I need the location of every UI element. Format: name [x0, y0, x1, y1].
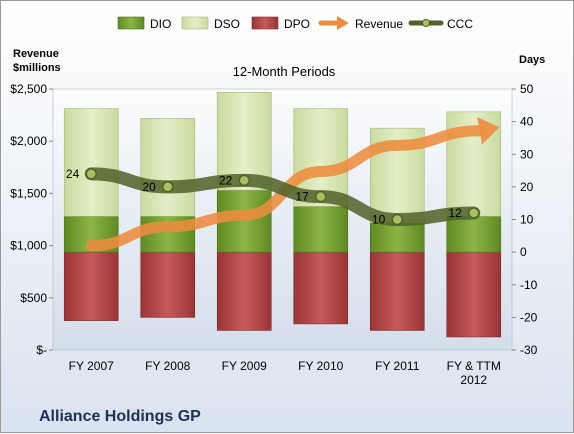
legend-dso-label: DSO	[214, 17, 240, 31]
dpo-bar	[446, 251, 502, 338]
category-label: FY 2011	[375, 359, 420, 373]
right-axis-tick-label: -10	[520, 278, 538, 292]
category-label: FY 2010	[298, 359, 343, 373]
dio-bar	[446, 215, 502, 253]
dso-bar	[63, 108, 119, 217]
right-axis-tick-label: 20	[520, 180, 534, 194]
right-axis-tick-label: 30	[520, 147, 534, 161]
ccc-data-label: 17	[295, 190, 309, 204]
legend-dso-swatch	[181, 16, 209, 30]
dpo-bar	[63, 251, 119, 321]
left-axis-tick-label: $500	[20, 291, 47, 305]
ccc-data-label: 24	[66, 167, 80, 181]
left-axis-tick-label: $2,500	[10, 82, 47, 96]
right-axis-tick-label: 40	[520, 115, 534, 129]
dpo-bar	[216, 251, 272, 331]
company-title: Alliance Holdings GP	[39, 408, 201, 425]
right-axis-tick-label: 50	[520, 82, 534, 96]
left-axis-tick-label: $-	[36, 343, 47, 357]
ccc-marker	[315, 190, 327, 203]
legend-ccc-label: CCC	[447, 17, 473, 31]
left-axis-title-line2: $millions	[13, 62, 61, 74]
ccc-marker	[391, 213, 403, 226]
legend-dpo-swatch	[251, 16, 279, 30]
dpo-bar	[369, 251, 425, 331]
ccc-marker	[85, 168, 97, 180]
right-axis-tick-label: 0	[520, 245, 527, 259]
right-axis-ticks: -30 -20 -10 0 10 20 30 40 50	[512, 82, 538, 357]
ccc-line	[84, 167, 481, 227]
dio-bar	[369, 222, 425, 253]
ccc-marker	[238, 174, 250, 187]
legend: DIO DSO DPO Revenue CCC	[117, 16, 473, 31]
category-label: FY 2008	[145, 359, 190, 373]
category-labels: FY 2007 FY 2008 FY 2009 FY 2010 FY 2011 FY & …	[69, 359, 501, 387]
dpo-bar	[293, 251, 349, 325]
legend-revenue-arrowhead	[337, 16, 349, 30]
legend-dpo-label: DPO	[284, 17, 310, 31]
dpo-bar	[140, 251, 196, 318]
chart-subtitle: 12-Month Periods	[233, 64, 336, 79]
category-label: FY 2007	[69, 359, 114, 373]
ccc-series: 24 20 22 17 10 12	[66, 167, 481, 227]
left-axis-ticks: $- $500 $1,000 $1,500 $2,000 $2,500	[10, 82, 53, 357]
ccc-data-label: 10	[372, 213, 386, 227]
left-axis-tick-label: $2,000	[10, 134, 47, 148]
ccc-data-label: 12	[448, 206, 462, 220]
ccc-marker	[468, 207, 480, 219]
right-axis-title: Days	[519, 54, 545, 66]
legend-ccc-marker	[422, 19, 430, 27]
category-label: FY & TTM 2012	[447, 359, 501, 387]
legend-revenue-label: Revenue	[355, 17, 403, 31]
dio-bar	[293, 206, 349, 253]
left-axis-tick-label: $1,000	[10, 239, 47, 253]
category-label: FY 2009	[222, 359, 267, 373]
legend-dio-label: DIO	[150, 17, 171, 31]
ccc-data-label: 22	[219, 173, 233, 187]
dso-bar	[216, 91, 272, 191]
ccc-marker	[162, 181, 174, 193]
left-axis-title-line1: Revenue	[13, 48, 59, 60]
revenue-arrowhead	[477, 116, 500, 145]
ccc-data-label: 20	[142, 180, 156, 194]
right-axis-tick-label: -30	[520, 343, 538, 357]
right-axis-tick-label: 10	[520, 213, 534, 227]
left-axis-tick-label: $1,500	[10, 186, 47, 200]
dso-bar	[140, 118, 196, 217]
legend-dio-swatch	[117, 16, 145, 30]
right-axis-tick-label: -20	[520, 310, 538, 324]
